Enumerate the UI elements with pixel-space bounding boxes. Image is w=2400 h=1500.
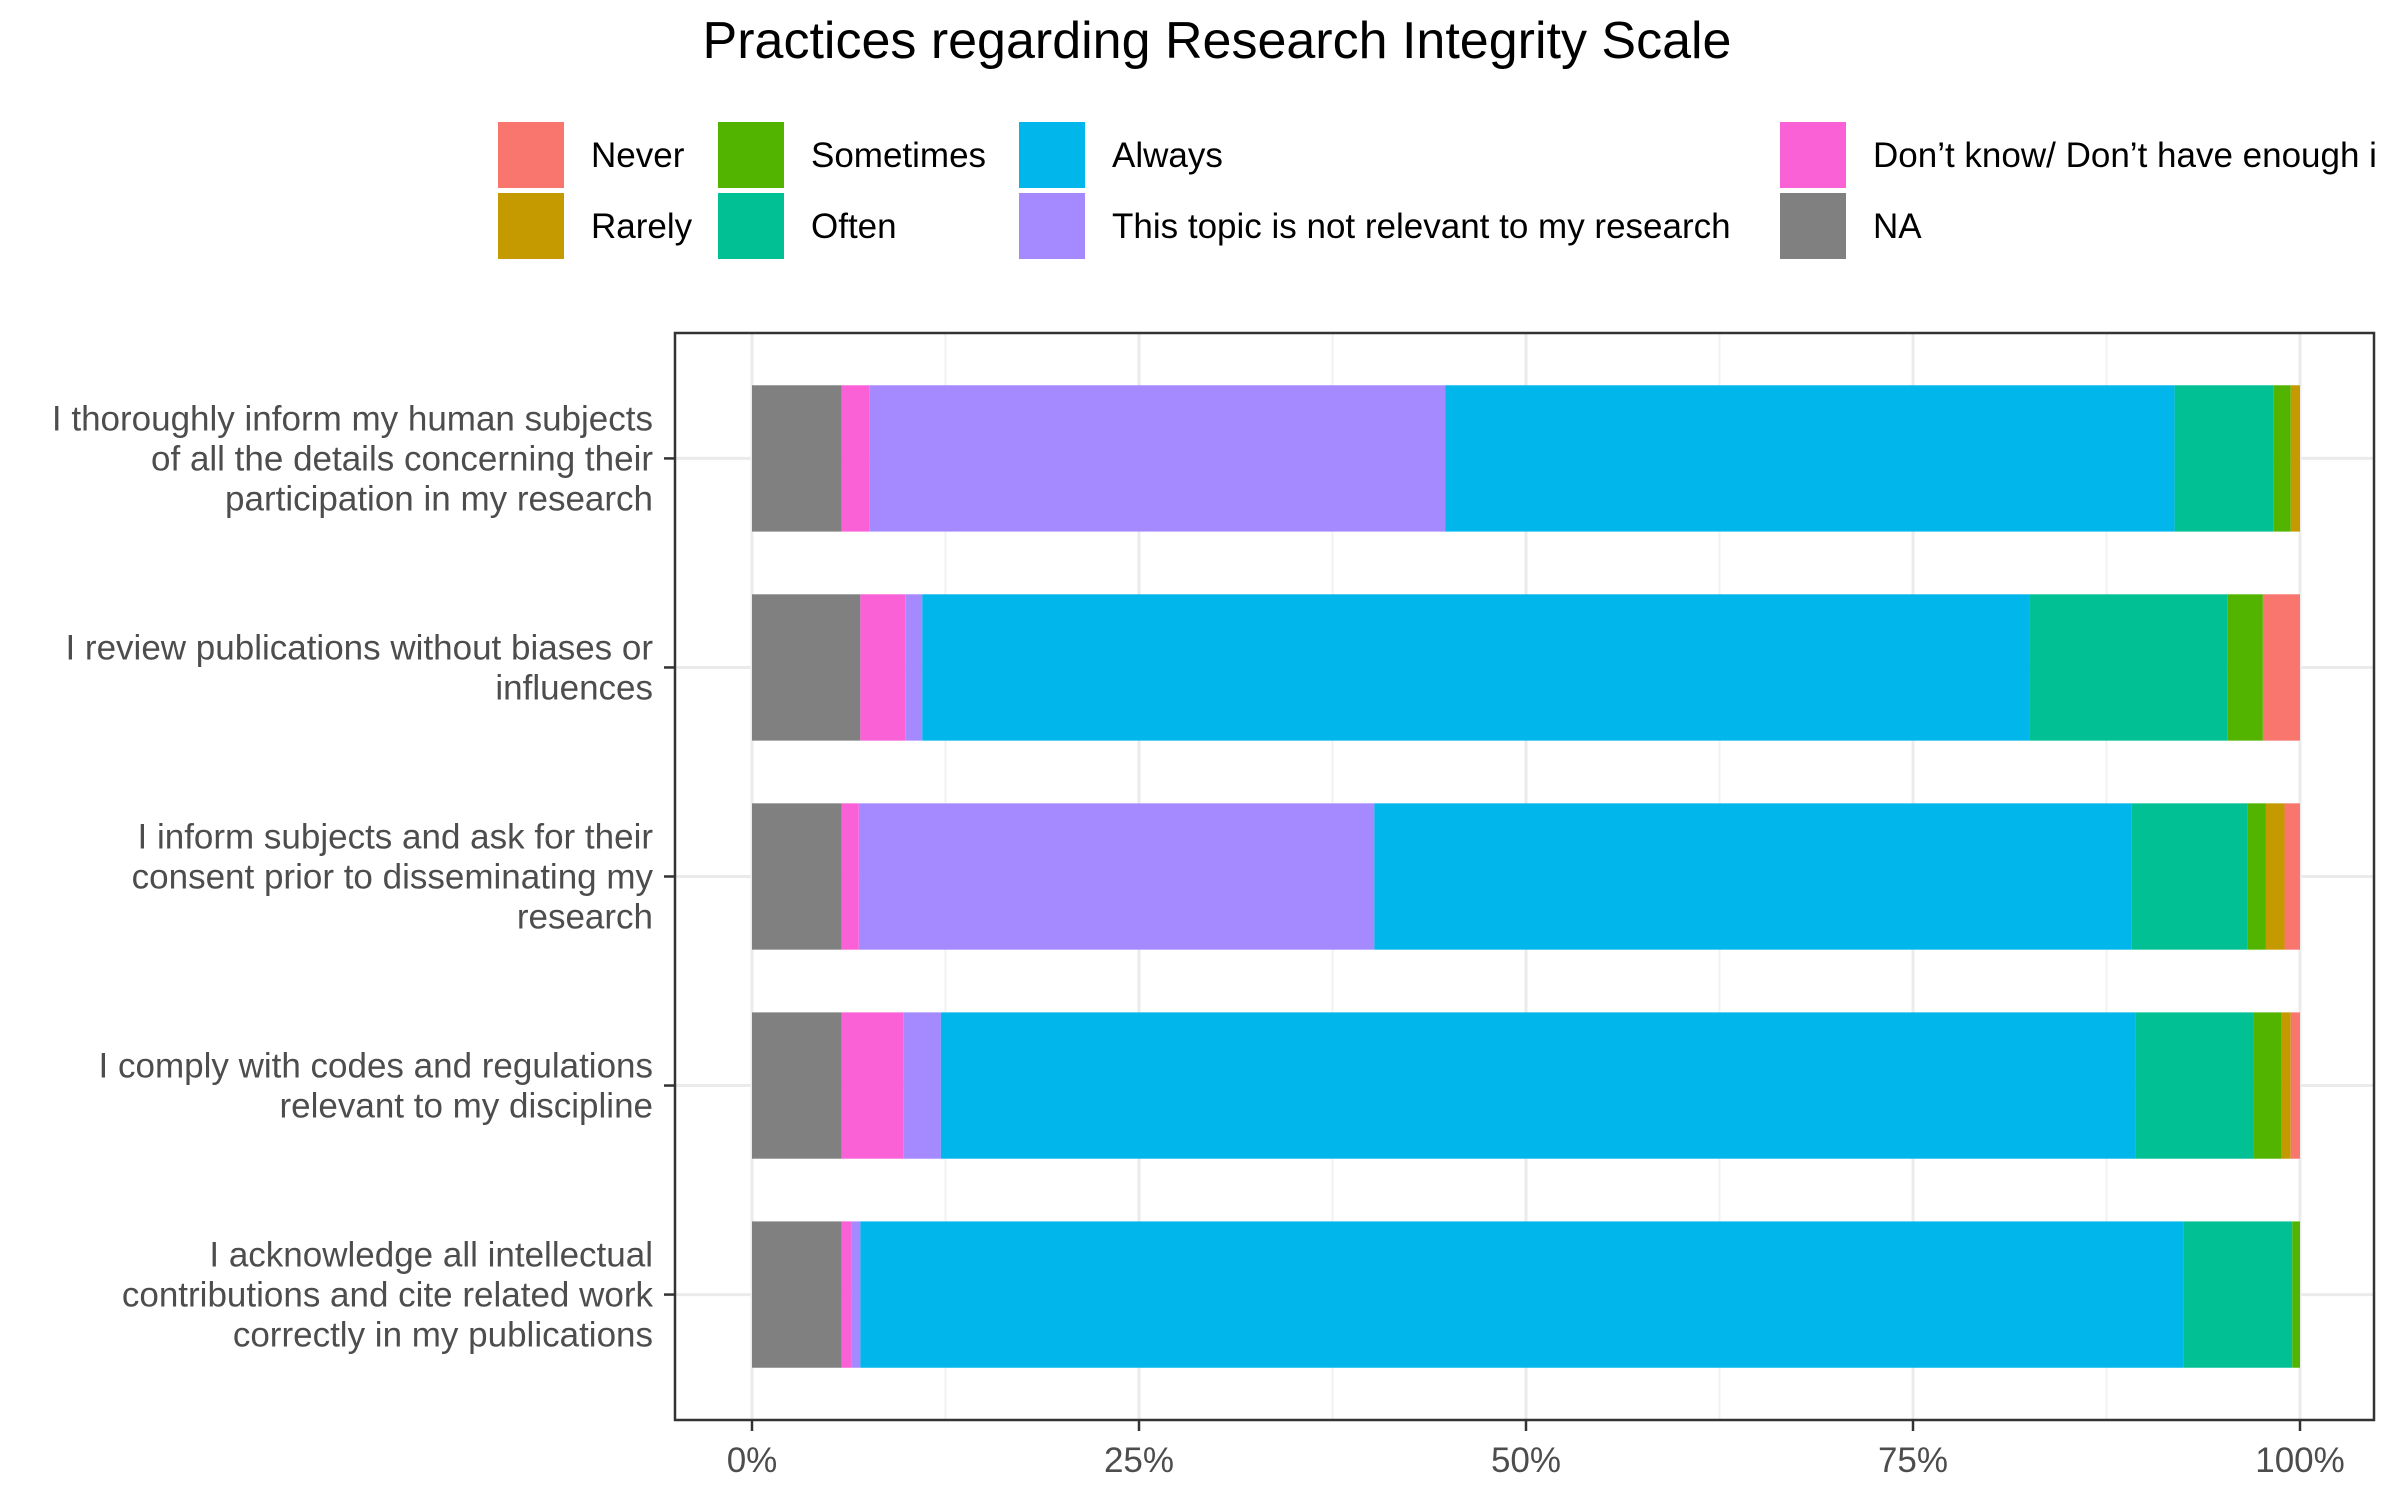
bar-segment-rarely <box>2281 1012 2291 1159</box>
y-tick-label: I acknowledge all intellectual contributi… <box>122 1236 654 1355</box>
bar-segment-don-t-know-don-t-have-enough-i <box>841 803 859 950</box>
y-axis: I thoroughly inform my human subjects of … <box>52 399 675 1355</box>
bar-segment-sometimes <box>2253 1012 2282 1159</box>
legend-key-never <box>498 122 564 188</box>
x-tick-label: 25% <box>1104 1441 1174 1480</box>
bar-segment-na <box>752 803 842 950</box>
bar-segment-sometimes <box>2247 803 2266 950</box>
y-tick-label: I inform subjects and ask for their conse… <box>132 818 654 937</box>
bar-segment-na <box>752 1221 842 1368</box>
bar-segment-always <box>860 1221 2184 1368</box>
bar-segment-don-t-know-don-t-have-enough-i <box>860 594 906 741</box>
legend-key-often <box>718 193 784 259</box>
legend-label: NA <box>1873 207 1922 246</box>
bar-segment-often <box>2029 594 2228 741</box>
bar-segment-often <box>2135 1012 2254 1159</box>
bar-segment-always <box>922 594 2030 741</box>
bar-segment-always <box>940 1012 2136 1159</box>
bar-segment-this-topic-is-not-relevant-to-my-researc <box>858 803 1375 950</box>
bar-segment-this-topic-is-not-relevant-to-my-researc <box>851 1221 861 1368</box>
bar-segment-often <box>2183 1221 2293 1368</box>
x-tick-label: 75% <box>1878 1441 1948 1480</box>
y-tick-label: I thoroughly inform my human subjects of … <box>52 399 653 518</box>
bar-segment-rarely <box>2290 385 2300 532</box>
bar-segment-never <box>2262 594 2300 741</box>
bar-segment-don-t-know-don-t-have-enough-i <box>841 1012 904 1159</box>
bar-segment-don-t-know-don-t-have-enough-i <box>841 385 870 532</box>
bar-segment-always <box>1445 385 2175 532</box>
legend-label: This topic is not relevant to my researc… <box>1112 207 1731 246</box>
bar-segment-always <box>1374 803 2132 950</box>
bar-segment-never <box>2284 803 2300 950</box>
legend-key-rarely <box>498 193 564 259</box>
bar-segment-na <box>752 594 861 741</box>
legend-label: Rarely <box>591 207 693 246</box>
legend-key-sometimes <box>718 122 784 188</box>
plot-area <box>673 331 2376 1422</box>
bar-segment-often <box>2174 385 2274 532</box>
bar-segment-never <box>2290 1012 2300 1159</box>
legend-key-na <box>1780 193 1846 259</box>
bar-segment-this-topic-is-not-relevant-to-my-researc <box>903 1012 941 1159</box>
bar-segment-often <box>2131 803 2248 950</box>
legend-key-this-topic-is-not-relevant-to-my-researc <box>1019 193 1085 259</box>
x-tick-label: 0% <box>727 1441 778 1480</box>
legend-label: Often <box>811 207 897 246</box>
x-tick-label: 50% <box>1491 1441 1561 1480</box>
bar-segment-this-topic-is-not-relevant-to-my-researc <box>869 385 1446 532</box>
legend-key-always <box>1019 122 1085 188</box>
legend-label: Sometimes <box>811 136 986 175</box>
legend: Never Rarely Sometimes Often Always This topi… <box>498 122 2377 259</box>
legend-label: Always <box>1112 136 1223 175</box>
bar-segment-sometimes <box>2227 594 2263 741</box>
x-axis: 0% 25% 50% 75% 100% <box>727 1420 2345 1480</box>
y-tick-label: I review publications without biases or i… <box>65 628 653 707</box>
bar-segment-sometimes <box>2273 385 2291 532</box>
x-tick-label: 100% <box>2255 1441 2345 1480</box>
legend-key-don-t-know-don-t-have-enough-i <box>1780 122 1846 188</box>
legend-label: Don’t know/ Don’t have enough i <box>1873 136 2377 175</box>
bar-segment-na <box>752 385 842 532</box>
legend-label: Never <box>591 136 685 175</box>
bar-segment-this-topic-is-not-relevant-to-my-researc <box>905 594 923 741</box>
y-tick-label: I comply with codes and regulations relev… <box>99 1047 653 1126</box>
bar-segment-na <box>752 1012 842 1159</box>
bar-segment-rarely <box>2265 803 2285 950</box>
chart-title: Practices regarding Research Integrity S… <box>703 12 1732 70</box>
bar-segment-sometimes <box>2292 1221 2300 1368</box>
bar-segment-don-t-know-don-t-have-enough-i <box>841 1221 852 1368</box>
